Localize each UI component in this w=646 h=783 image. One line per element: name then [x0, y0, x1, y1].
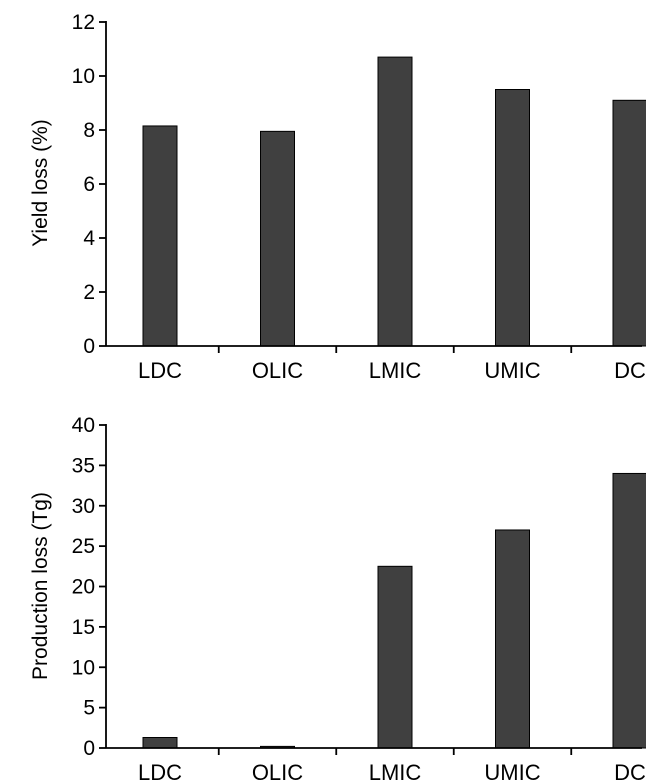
- yield-loss-bar-olic: [261, 131, 295, 346]
- production-loss-y-tick-label-25: 25: [72, 535, 95, 558]
- production-loss-bar-umic: [496, 530, 530, 748]
- production-loss-bar-lmic: [378, 566, 412, 748]
- production-loss-x-label-dc: DC: [614, 760, 646, 783]
- yield-loss-x-label-olic: OLIC: [252, 358, 303, 383]
- production-loss-y-tick-label-5: 5: [83, 697, 95, 720]
- production-loss-y-axis-title: Production loss (Tg): [29, 492, 52, 680]
- yield-loss-x-label-ldc: LDC: [138, 358, 182, 383]
- yield-loss-y-tick-label-4: 4: [83, 227, 95, 250]
- production-loss-y-tick-label-40: 40: [72, 414, 95, 437]
- yield-loss-y-tick-label-12: 12: [72, 11, 95, 34]
- production-loss-bar-ldc: [143, 738, 177, 748]
- production-loss-y-tick-label-30: 30: [72, 495, 95, 518]
- yield-loss-bar-umic: [496, 90, 530, 347]
- production-loss-y-tick-label-10: 10: [72, 656, 95, 679]
- production-loss-bar-dc: [613, 473, 646, 748]
- yield-loss-y-tick-label-0: 0: [83, 335, 95, 358]
- yield-loss-bar-ldc: [143, 126, 177, 346]
- yield-loss-bar-dc: [613, 100, 646, 346]
- yield-loss-y-tick-label-8: 8: [83, 119, 95, 142]
- yield-loss-y-axis-title: Yield loss (%): [29, 119, 52, 247]
- yield-loss-x-label-dc: DC: [614, 358, 646, 383]
- yield-loss-bar-lmic: [378, 57, 412, 346]
- yield-loss-x-label-lmic: LMIC: [369, 358, 422, 383]
- yield-loss-y-tick-label-6: 6: [83, 173, 95, 196]
- production-loss-x-label-olic: OLIC: [252, 760, 303, 783]
- production-loss-x-label-umic: UMIC: [484, 760, 540, 783]
- production-loss-chart: Production loss (Tg) 0 5 10 15 20 25 30 35 40 LDC…: [29, 414, 646, 783]
- yield-loss-x-label-umic: UMIC: [484, 358, 540, 383]
- production-loss-y-tick-label-35: 35: [72, 454, 95, 477]
- production-loss-y-tick-label-0: 0: [83, 737, 95, 760]
- production-loss-x-label-lmic: LMIC: [369, 760, 422, 783]
- production-loss-x-label-ldc: LDC: [138, 760, 182, 783]
- yield-loss-chart: Yield loss (%) 0 2 4 6 8 10 12 LDC OLIC LMIC UMIC D…: [29, 11, 646, 383]
- yield-loss-y-tick-label-2: 2: [83, 281, 95, 304]
- production-loss-y-tick-label-15: 15: [72, 616, 95, 639]
- yield-loss-y-tick-label-10: 10: [72, 65, 95, 88]
- production-loss-y-tick-label-20: 20: [72, 576, 95, 599]
